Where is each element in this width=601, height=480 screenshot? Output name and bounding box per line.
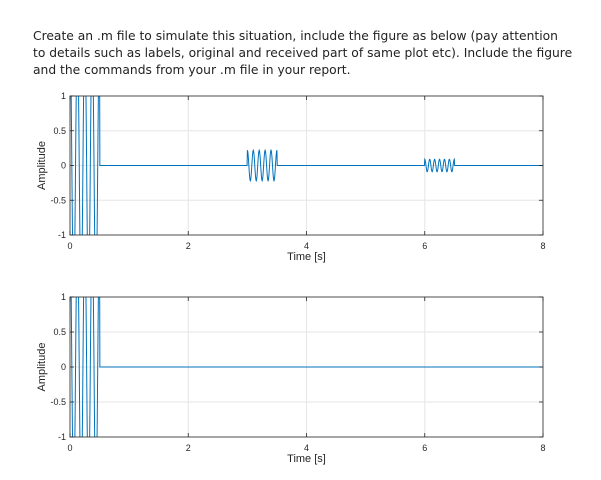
x-tick-label: 0 (67, 241, 72, 251)
x-tick-label: 6 (422, 241, 427, 251)
plot-top: 0 2 4 6 8 -1 -0.5 0 0.5 1 Time [s] Amplitude (36, 91, 546, 263)
plot-bottom: 0 2 4 6 8 -1 -0.5 0 0.5 1 Time [s] Amplitude (36, 292, 546, 465)
y-tick-label: -0.5 (50, 195, 66, 205)
y-tick-label: 0 (61, 161, 66, 171)
x-axis-label: Time [s] (287, 251, 326, 263)
y-tick-label: -1 (58, 432, 66, 442)
y-tick-label: 0.5 (53, 126, 66, 136)
x-tick-label: 2 (186, 443, 191, 453)
x-tick-label: 8 (540, 443, 545, 453)
x-tick-label: 8 (540, 241, 545, 251)
y-tick-label: 1 (61, 91, 66, 101)
x-tick-label: 4 (304, 443, 309, 453)
y-tick-label: -0.5 (50, 397, 66, 407)
x-tick-label: 4 (304, 241, 309, 251)
y-tick-label: 1 (61, 292, 66, 302)
signal-line (70, 96, 543, 235)
x-axis-label: Time [s] (287, 453, 326, 465)
signal-line (70, 297, 543, 437)
y-axis-label: Amplitude (36, 343, 48, 392)
x-tick-label: 6 (422, 443, 427, 453)
y-axis-label: Amplitude (36, 141, 48, 190)
y-tick-label: -1 (58, 230, 66, 240)
instructions-text: Create an .m file to simulate this situa… (33, 29, 573, 77)
y-tick-label: 0 (61, 362, 66, 372)
x-tick-label: 0 (67, 443, 72, 453)
y-tick-label: 0.5 (53, 327, 66, 337)
x-tick-label: 2 (186, 241, 191, 251)
